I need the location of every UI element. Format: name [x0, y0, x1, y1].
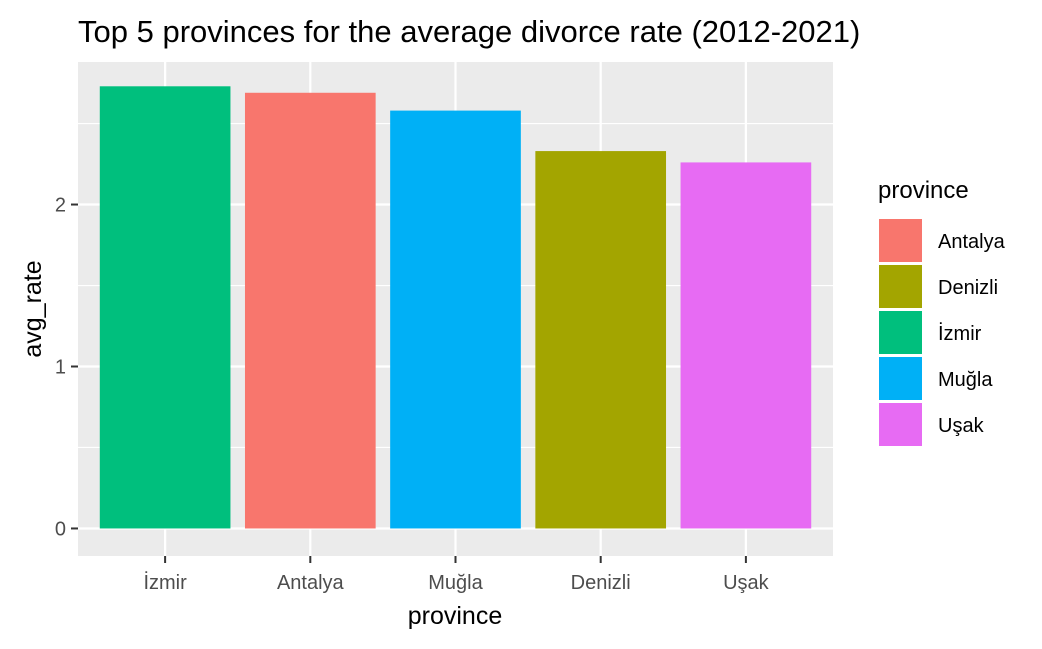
x-tick-label: Uşak [723, 572, 770, 594]
y-axis: 0 1 2 [55, 195, 78, 540]
x-axis: İzmir Antalya Muğla Denizli Uşak [143, 556, 770, 594]
legend-label: Uşak [938, 415, 985, 437]
chart-title: Top 5 provinces for the average divorce … [78, 14, 860, 49]
legend-items: Antalya Denizli İzmir Muğla Uşak [879, 219, 1006, 446]
bar-1 [244, 92, 376, 529]
y-tick-label: 1 [55, 356, 66, 378]
legend-swatch-4 [879, 403, 922, 446]
legend-label: Antalya [938, 231, 1006, 253]
y-axis-title: avg_rate [19, 260, 47, 357]
bar-0 [99, 86, 231, 529]
bar-3 [535, 151, 667, 529]
x-tick-label: İzmir [143, 571, 187, 594]
x-axis-title: province [408, 602, 503, 630]
legend-label: Muğla [938, 369, 993, 391]
bars [99, 86, 812, 529]
legend-title: province [878, 177, 969, 204]
legend-swatch-1 [879, 265, 922, 308]
legend-swatch-2 [879, 311, 922, 354]
bar-4 [680, 162, 812, 529]
x-tick-label: Denizli [571, 572, 631, 594]
bar-2 [390, 110, 521, 529]
legend-swatch-0 [879, 219, 922, 262]
legend-label: İzmir [938, 322, 982, 345]
y-tick-label: 2 [55, 195, 66, 217]
legend-swatch-3 [879, 357, 922, 400]
y-tick-label: 0 [55, 518, 66, 540]
legend-label: Denizli [938, 277, 998, 299]
x-tick-label: Antalya [277, 572, 345, 594]
legend: province Antalya Denizli İzmir Muğla Uşak [878, 177, 1006, 446]
x-tick-label: Muğla [428, 572, 483, 594]
